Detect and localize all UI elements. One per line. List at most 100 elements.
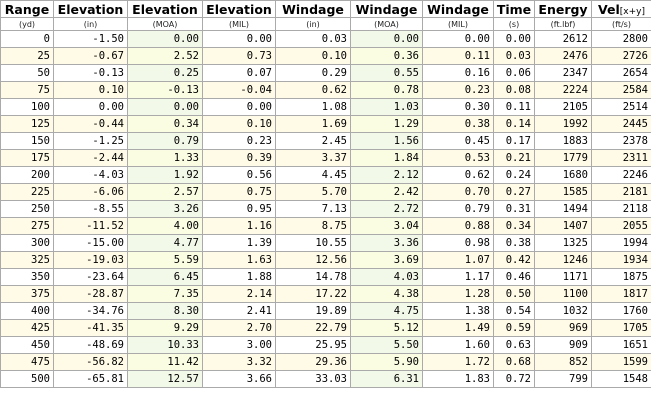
cell-elevation-mil: 1.16: [202, 217, 276, 235]
cell-velocity: 1994: [591, 234, 651, 252]
cell-elevation-mil: 2.14: [202, 285, 276, 303]
cell-range: 175: [0, 149, 54, 167]
cell-time: 0.21: [493, 149, 535, 167]
cell-elevation-in: -34.76: [53, 302, 128, 320]
cell-elevation-in: -8.55: [53, 200, 128, 218]
cell-elevation-moa: 6.45: [127, 268, 203, 286]
cell-elevation-moa: 3.26: [127, 200, 203, 218]
cell-elevation-mil: 3.32: [202, 353, 276, 371]
cell-range: 250: [0, 200, 54, 218]
cell-energy: 2476: [534, 47, 592, 65]
cell-range: 0: [0, 30, 54, 48]
cell-windage-in: 12.56: [275, 251, 351, 269]
cell-time: 0.54: [493, 302, 535, 320]
cell-elevation-in: -0.13: [53, 64, 128, 82]
cell-windage-mil: 0.16: [422, 64, 494, 82]
cell-elevation-moa: 2.52: [127, 47, 203, 65]
cell-elevation-in: -6.06: [53, 183, 128, 201]
cell-time: 0.46: [493, 268, 535, 286]
table-row: 350 -23.64 6.45 1.88 14.78 4.03 1.17 0.46 1171 18…: [0, 268, 651, 286]
cell-elevation-in: 0.10: [53, 81, 128, 99]
cell-velocity: 2445: [591, 115, 651, 133]
header-windage-in: Windage: [275, 0, 351, 18]
cell-range: 325: [0, 251, 54, 269]
header-elevation-mil: Elevation: [202, 0, 276, 18]
header-range: Range: [0, 0, 54, 18]
header-time: Time: [493, 0, 535, 18]
cell-windage-moa: 4.38: [350, 285, 423, 303]
cell-windage-mil: 0.79: [422, 200, 494, 218]
cell-elevation-mil: 2.41: [202, 302, 276, 320]
cell-windage-mil: 0.38: [422, 115, 494, 133]
cell-time: 0.34: [493, 217, 535, 235]
cell-time: 0.08: [493, 81, 535, 99]
cell-windage-moa: 5.50: [350, 336, 423, 354]
cell-time: 0.17: [493, 132, 535, 150]
cell-elevation-moa: 0.34: [127, 115, 203, 133]
cell-windage-moa: 0.00: [350, 30, 423, 48]
cell-windage-moa: 3.36: [350, 234, 423, 252]
cell-elevation-moa: 4.00: [127, 217, 203, 235]
cell-velocity: 1817: [591, 285, 651, 303]
cell-elevation-in: -0.67: [53, 47, 128, 65]
cell-elevation-mil: 0.07: [202, 64, 276, 82]
unit-windage-mil: (MIL): [422, 17, 494, 31]
cell-velocity: 2654: [591, 64, 651, 82]
cell-windage-mil: 1.60: [422, 336, 494, 354]
cell-range: 125: [0, 115, 54, 133]
cell-windage-in: 1.69: [275, 115, 351, 133]
cell-windage-moa: 5.90: [350, 353, 423, 371]
cell-energy: 969: [534, 319, 592, 337]
header-row: Range Elevation Elevation Elevation Wind…: [0, 0, 651, 18]
cell-elevation-mil: 1.63: [202, 251, 276, 269]
cell-elevation-in: -1.50: [53, 30, 128, 48]
cell-elevation-mil: 0.73: [202, 47, 276, 65]
cell-windage-mil: 0.62: [422, 166, 494, 184]
cell-energy: 1032: [534, 302, 592, 320]
table-row: 275 -11.52 4.00 1.16 8.75 3.04 0.88 0.34 1407 205…: [0, 217, 651, 235]
unit-windage-in: (in): [275, 17, 351, 31]
cell-elevation-moa: 0.79: [127, 132, 203, 150]
cell-elevation-moa: 0.25: [127, 64, 203, 82]
cell-elevation-moa: -0.13: [127, 81, 203, 99]
header-energy: Energy: [534, 0, 592, 18]
cell-windage-moa: 2.12: [350, 166, 423, 184]
cell-windage-in: 10.55: [275, 234, 351, 252]
cell-range: 275: [0, 217, 54, 235]
cell-time: 0.24: [493, 166, 535, 184]
table-row: 450 -48.69 10.33 3.00 25.95 5.50 1.60 0.63 909 16…: [0, 336, 651, 354]
cell-time: 0.68: [493, 353, 535, 371]
cell-energy: 1494: [534, 200, 592, 218]
cell-elevation-in: -23.64: [53, 268, 128, 286]
cell-windage-moa: 0.78: [350, 81, 423, 99]
cell-windage-moa: 6.31: [350, 370, 423, 388]
cell-range: 450: [0, 336, 54, 354]
table-header: Range Elevation Elevation Elevation Wind…: [0, 0, 651, 31]
cell-windage-moa: 4.03: [350, 268, 423, 286]
cell-elevation-moa: 1.33: [127, 149, 203, 167]
cell-windage-moa: 2.42: [350, 183, 423, 201]
cell-windage-in: 0.62: [275, 81, 351, 99]
cell-elevation-in: -48.69: [53, 336, 128, 354]
table-row: 400 -34.76 8.30 2.41 19.89 4.75 1.38 0.54 1032 17…: [0, 302, 651, 320]
table-row: 75 0.10 -0.13 -0.04 0.62 0.78 0.23 0.08 2224 2584: [0, 81, 651, 99]
cell-elevation-in: -4.03: [53, 166, 128, 184]
cell-energy: 1883: [534, 132, 592, 150]
cell-windage-mil: 0.11: [422, 47, 494, 65]
cell-energy: 1100: [534, 285, 592, 303]
cell-windage-mil: 1.07: [422, 251, 494, 269]
cell-time: 0.14: [493, 115, 535, 133]
cell-windage-in: 25.95: [275, 336, 351, 354]
header-velocity-label: Vel: [598, 1, 620, 17]
cell-velocity: 2726: [591, 47, 651, 65]
cell-time: 0.06: [493, 64, 535, 82]
table-row: 475 -56.82 11.42 3.32 29.36 5.90 1.72 0.68 852 15…: [0, 353, 651, 371]
cell-elevation-mil: 0.75: [202, 183, 276, 201]
cell-elevation-mil: 0.10: [202, 115, 276, 133]
ballistics-table: Range Elevation Elevation Elevation Wind…: [0, 0, 651, 388]
cell-elevation-in: -65.81: [53, 370, 128, 388]
cell-time: 0.72: [493, 370, 535, 388]
cell-energy: 1779: [534, 149, 592, 167]
cell-range: 300: [0, 234, 54, 252]
cell-windage-in: 5.70: [275, 183, 351, 201]
